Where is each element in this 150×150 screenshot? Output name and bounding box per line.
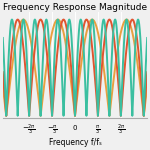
X-axis label: Frequency f/fₛ: Frequency f/fₛ <box>49 138 101 147</box>
Text: Frequency Response Magnitude of Multiple Comb: Frequency Response Magnitude of Multiple… <box>3 3 150 12</box>
